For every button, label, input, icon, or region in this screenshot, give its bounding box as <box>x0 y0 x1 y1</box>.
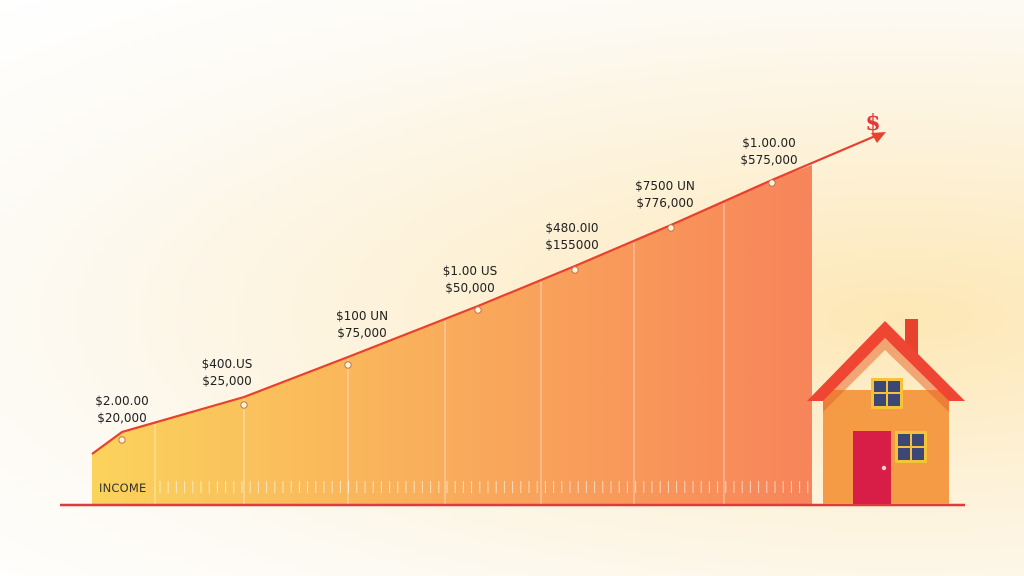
category-label: INCOME <box>99 481 146 495</box>
data-label-value: $575,000 <box>740 153 797 167</box>
ruler-ticks <box>159 481 809 493</box>
data-label-primary: $400.US <box>202 357 253 371</box>
data-point <box>571 266 579 274</box>
data-label-value: $155000 <box>545 238 598 252</box>
column-dividers <box>154 203 725 504</box>
data-label-value: $20,000 <box>97 411 147 425</box>
data-point <box>240 401 248 409</box>
data-label-value: $75,000 <box>337 326 387 340</box>
data-label-primary: $1.00.00 <box>742 136 795 150</box>
data-point <box>118 436 126 444</box>
trend-line <box>91 132 881 455</box>
data-label-primary: $480.0I0 <box>545 221 598 235</box>
data-label-value: $25,000 <box>202 374 252 388</box>
data-label-primary: $100 UN <box>336 309 388 323</box>
data-label-primary: $1.00 US <box>443 264 498 278</box>
data-point <box>768 179 776 187</box>
house-icon <box>807 319 965 504</box>
data-point <box>474 306 482 314</box>
data-point <box>344 361 352 369</box>
data-label-primary: $7500 UN <box>635 179 695 193</box>
dollar-sign-icon: $ <box>865 110 880 136</box>
data-labels: $2.00.00 $20,000 $400.US $25,000 $100 UN $75,… <box>95 136 797 425</box>
data-point-markers <box>118 179 776 444</box>
income-area <box>92 165 812 504</box>
arrow-head-icon <box>871 132 886 143</box>
data-label-value: $50,000 <box>445 281 495 295</box>
data-label-primary: $2.00.00 <box>95 394 148 408</box>
data-point <box>667 224 675 232</box>
data-label-value: $776,000 <box>636 196 693 210</box>
